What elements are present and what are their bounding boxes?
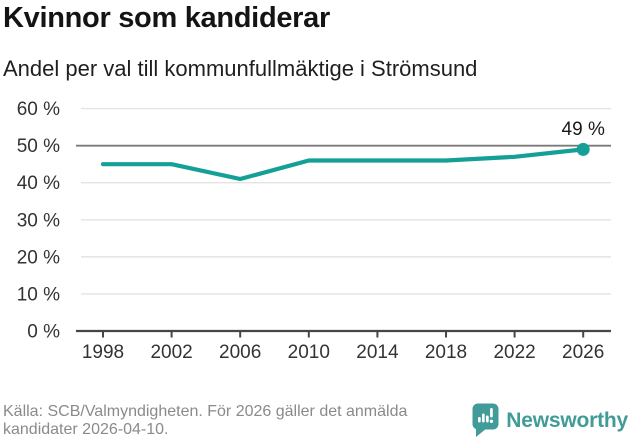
y-tick-label: 0 % <box>27 322 60 343</box>
x-axis: 1998 2002 2006 2010 2014 2018 2022 2026 <box>82 331 604 363</box>
x-tick-label: 2022 <box>493 342 535 363</box>
y-tick-label: 30 % <box>17 210 60 231</box>
data-line <box>100 147 586 182</box>
x-tick-label: 2010 <box>288 342 330 363</box>
x-tick-label: 2002 <box>150 342 192 363</box>
bar-chart-glyph <box>478 408 494 423</box>
x-tick-label: 2006 <box>219 342 261 363</box>
y-axis-labels: 0 % 10 % 20 % 30 % 40 % 50 % 60 % <box>17 99 60 342</box>
y-tick-label: 40 % <box>17 173 60 194</box>
y-tick-label: 50 % <box>17 136 60 157</box>
end-point-label: 49 % <box>562 119 605 140</box>
chart-title: Kvinnor som kandiderar <box>3 2 330 34</box>
x-tick-label: 2026 <box>562 342 604 363</box>
newsworthy-wordmark: Newsworthy <box>506 408 628 432</box>
y-tick-label: 20 % <box>17 247 60 268</box>
x-tick-label: 2018 <box>425 342 467 363</box>
speech-bubble-shape <box>472 403 499 437</box>
newsworthy-logo: Newsworthy <box>472 403 628 438</box>
chart-subtitle: Andel per val till kommunfullmäktige i S… <box>3 56 478 81</box>
line-chart: 0 % 10 % 20 % 30 % 40 % 50 % 60 % 1998 2002 2006 2… <box>17 99 611 363</box>
x-tick-label: 2014 <box>356 342 399 363</box>
x-tick-label: 1998 <box>82 342 124 363</box>
newsworthy-icon <box>472 403 499 437</box>
y-tick-label: 10 % <box>17 284 60 305</box>
source-attribution: Källa: SCB/Valmyndigheten. För 2026 gäll… <box>3 403 408 438</box>
gridlines <box>81 107 611 295</box>
end-point-marker <box>576 142 590 156</box>
y-tick-label: 60 % <box>17 99 60 120</box>
